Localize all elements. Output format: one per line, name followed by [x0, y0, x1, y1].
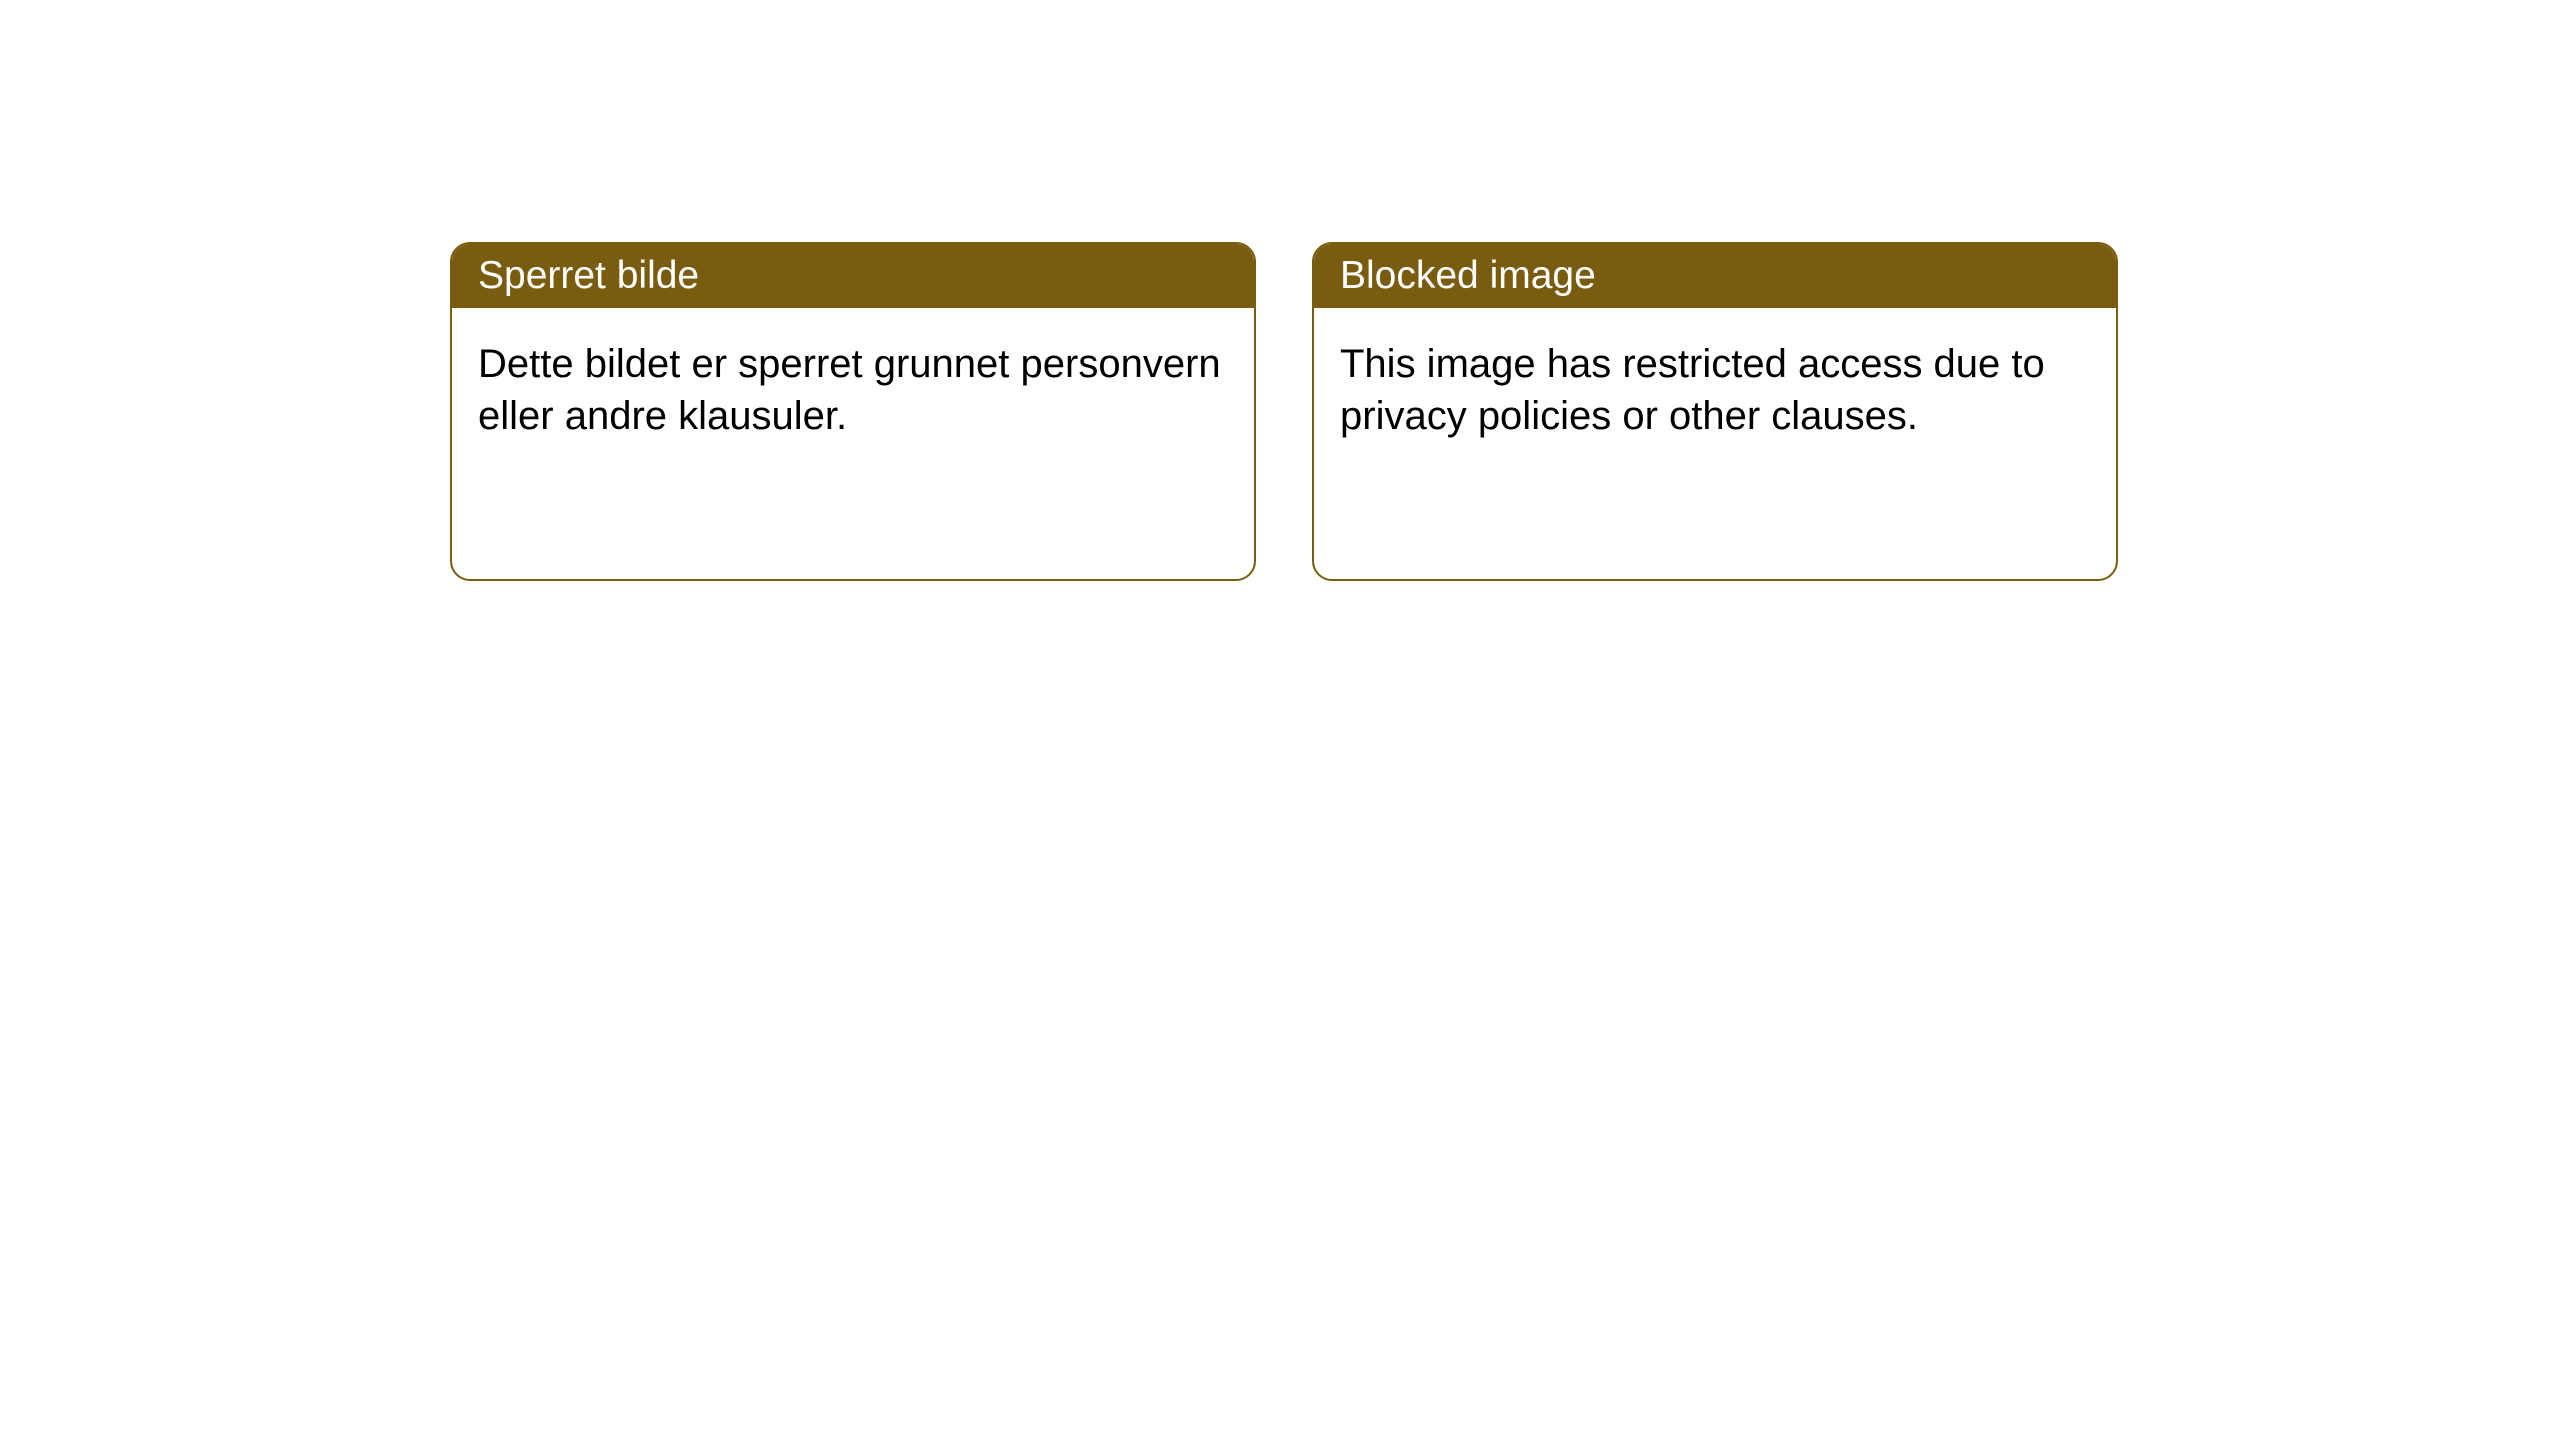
card-body-english: This image has restricted access due to …: [1314, 308, 2116, 472]
card-title-norwegian: Sperret bilde: [478, 254, 699, 297]
card-title-english: Blocked image: [1340, 254, 1596, 297]
card-header-english: Blocked image: [1314, 244, 2116, 308]
notice-card-norwegian: Sperret bilde Dette bildet er sperret gr…: [450, 242, 1256, 581]
card-text-norwegian: Dette bildet er sperret grunnet personve…: [478, 342, 1221, 438]
card-text-english: This image has restricted access due to …: [1340, 342, 2045, 438]
card-header-norwegian: Sperret bilde: [452, 244, 1254, 308]
notice-container: Sperret bilde Dette bildet er sperret gr…: [0, 0, 2560, 581]
card-body-norwegian: Dette bildet er sperret grunnet personve…: [452, 308, 1254, 472]
notice-card-english: Blocked image This image has restricted …: [1312, 242, 2118, 581]
